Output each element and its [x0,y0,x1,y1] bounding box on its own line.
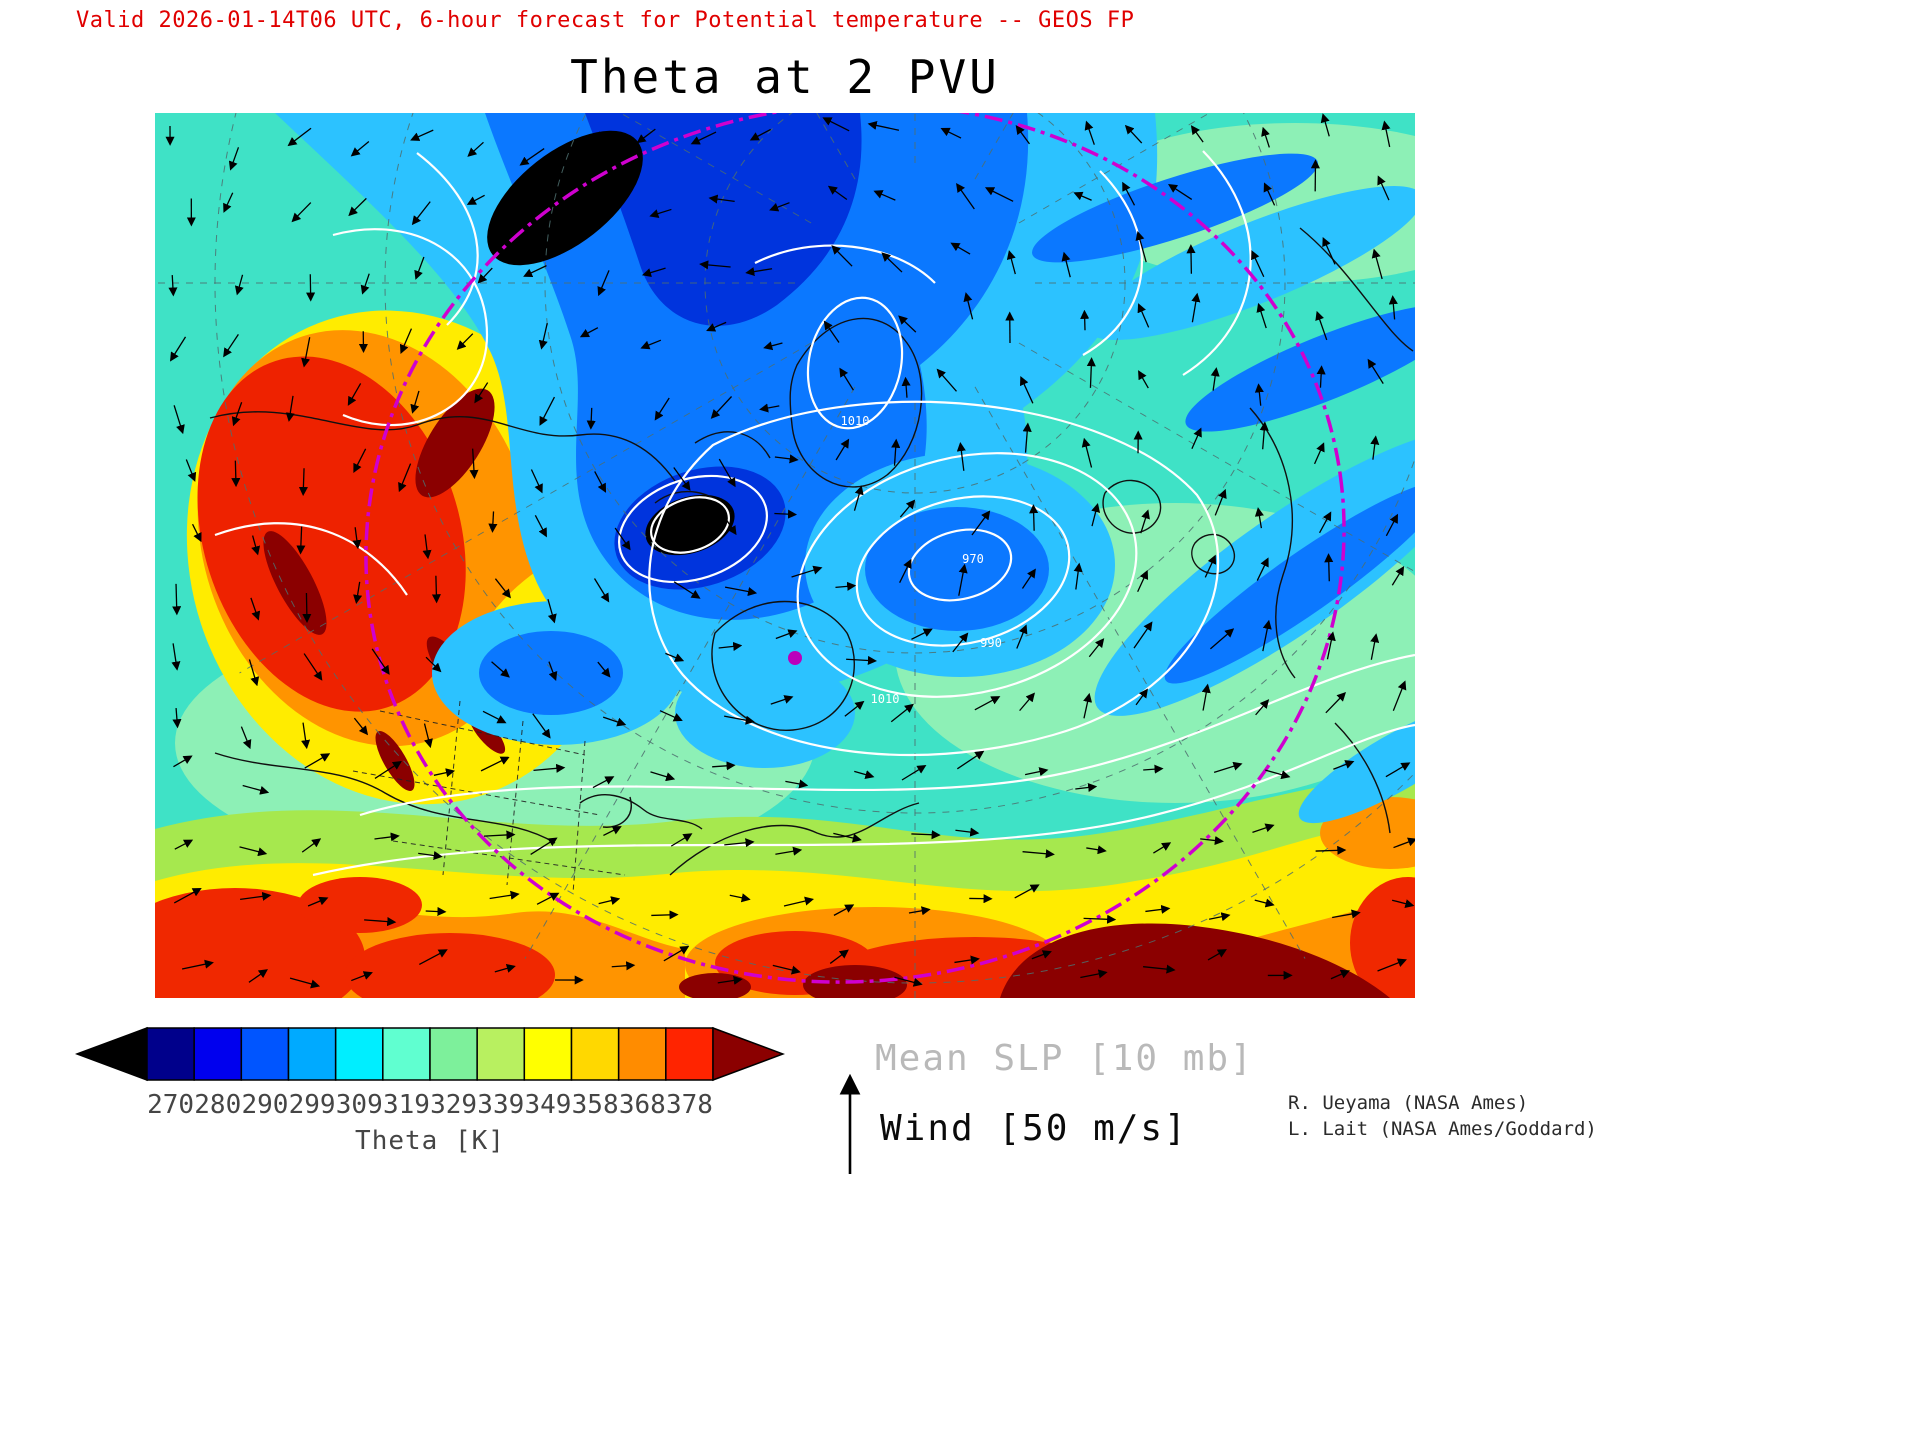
slp-contour-labels: 970 990 1010 1010 [841,414,1002,706]
page-title: Theta at 2 PVU [570,50,1000,104]
magenta-highlight-line [364,113,1346,984]
colorbar-tick: 329 [430,1090,478,1120]
magenta-marker-dot [788,651,802,665]
colorbar [74,1024,786,1084]
colorbar-tick: 339 [477,1090,525,1120]
state-borders-layer [352,700,626,894]
theta-map: 970 990 1010 1010 [155,113,1415,998]
valid-time-header: Valid 2026-01-14T06 UTC, 6-hour forecast… [76,8,1135,33]
wind-legend-label: Wind [50 m/s] [880,1108,1188,1149]
map-panel: 970 990 1010 1010 [155,113,1415,998]
colorbar-ticks: 270 280 290 299 309 319 329 339 349 358 368 378 [147,1090,713,1120]
wind-reference-arrow [839,1073,861,1174]
credit-line-1: R. Ueyama (NASA Ames) [1288,1092,1529,1114]
colorbar-tick: 378 [665,1090,713,1120]
colorbar-graphic [74,1026,786,1082]
graticule-layer [155,113,1415,998]
slp-contours-layer [214,150,1415,877]
svg-text:990: 990 [980,636,1002,650]
svg-text:970: 970 [962,552,984,566]
colorbar-tick: 309 [335,1090,383,1120]
slp-legend-label: Mean SLP [10 mb] [875,1038,1254,1079]
colorbar-tick: 290 [241,1090,289,1120]
colorbar-tick: 280 [194,1090,242,1120]
colorbar-tick: 349 [524,1090,572,1120]
colorbar-tick: 358 [571,1090,619,1120]
colorbar-unit-label: Theta [K] [355,1126,505,1156]
theta-field-layer [155,113,1415,998]
svg-text:1010: 1010 [841,414,870,428]
colorbar-tick: 299 [288,1090,336,1120]
svg-text:1010: 1010 [871,692,900,706]
credit-line-2: L. Lait (NASA Ames/Goddard) [1288,1118,1597,1140]
colorbar-tick: 368 [618,1090,666,1120]
colorbar-tick: 270 [147,1090,195,1120]
wind-arrows-layer [165,113,1415,989]
colorbar-tick: 319 [382,1090,430,1120]
